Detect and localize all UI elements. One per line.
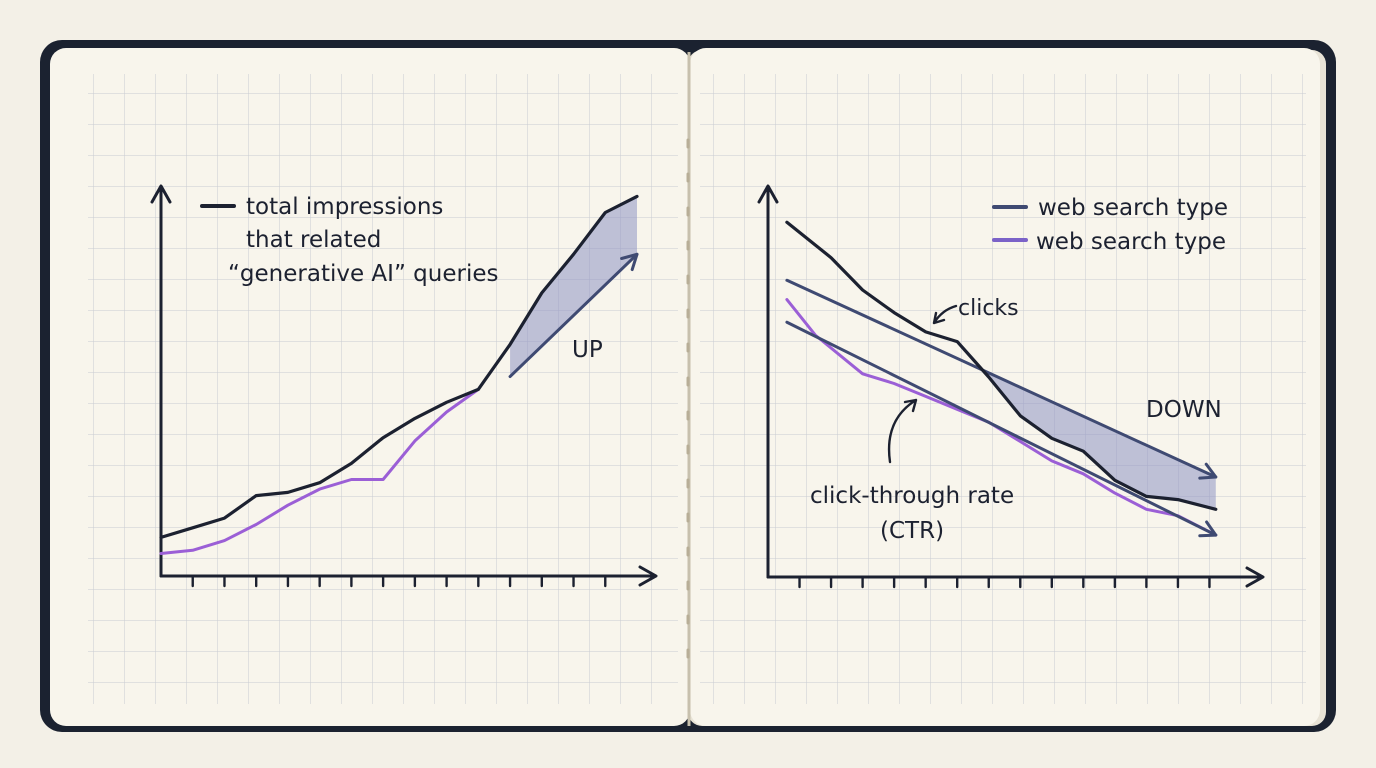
ctr-label-line-1: click-through rate <box>810 483 1014 509</box>
left-y-axis-arrowhead <box>150 184 172 204</box>
right-legend-label-2: web search type <box>1036 229 1226 255</box>
down-shaded-area <box>982 369 1216 510</box>
up-label: UP <box>572 337 603 363</box>
left-legend-line-2: that related <box>246 227 381 253</box>
purple-impressions-line <box>159 387 480 555</box>
right-legend: web search type web search type <box>992 195 1228 255</box>
up-trend-arrowhead <box>620 252 639 272</box>
left-x-axis-arrowhead <box>638 565 658 587</box>
left-page-grid <box>88 74 678 704</box>
clicks-trend-arrow <box>785 278 1218 479</box>
clicks-line <box>785 220 1218 511</box>
right-x-axis-arrowhead <box>1245 566 1265 588</box>
left-axes <box>150 184 658 587</box>
notebook <box>40 40 1336 732</box>
right-y-axis-arrowhead <box>757 184 779 204</box>
total-impressions-line <box>159 194 639 540</box>
clicks-pointer-arrow <box>932 304 958 325</box>
chart-impressions: total impressions that related “generati… <box>150 184 658 588</box>
up-shaded-area <box>510 196 637 377</box>
right-x-ticks <box>798 575 1211 589</box>
left-legend-line-1: total impressions <box>246 194 443 220</box>
down-label: DOWN <box>1146 397 1222 423</box>
ctr-trend-arrow <box>785 320 1218 537</box>
clicks-trend-arrowhead <box>1198 462 1218 480</box>
chart-clicks-ctr: web search type web search type clicks c… <box>757 184 1265 589</box>
clicks-label: clicks <box>958 296 1019 321</box>
left-legend-line-3: “generative AI” queries <box>228 261 498 287</box>
ctr-pointer-arrow <box>887 398 918 464</box>
ctr-label-line-2: (CTR) <box>880 518 944 544</box>
up-trend-arrow <box>508 252 639 379</box>
right-legend-label-1: web search type <box>1038 195 1228 221</box>
left-x-ticks <box>191 574 607 588</box>
ctr-trend-arrowhead <box>1198 520 1218 538</box>
left-legend: total impressions that related “generati… <box>200 194 498 287</box>
